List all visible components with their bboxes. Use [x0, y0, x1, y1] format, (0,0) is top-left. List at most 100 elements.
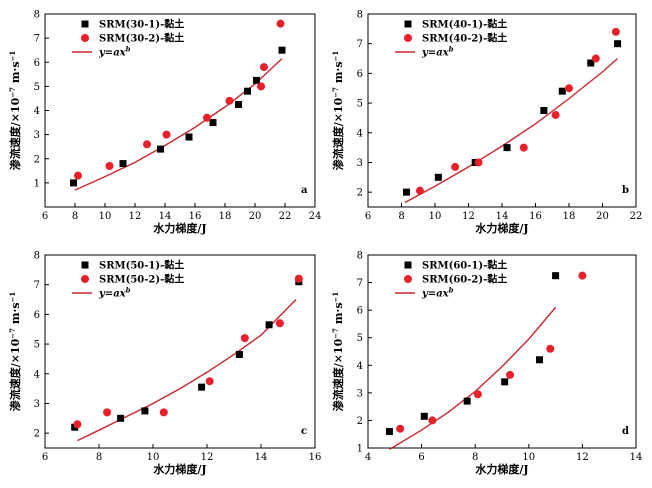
data-point-square [119, 160, 127, 168]
x-tick-label: 24 [309, 211, 322, 222]
y-tick-label: 7 [34, 34, 40, 45]
y-tick-label: 8 [357, 251, 363, 262]
x-tick-label: 12 [462, 211, 475, 222]
fit-curve [74, 58, 283, 191]
data-point-circle [546, 344, 555, 353]
x-tick-label: 10 [147, 452, 160, 463]
x-tick-label: 12 [201, 452, 214, 463]
legend-marker-square [404, 20, 412, 28]
data-point-square [235, 100, 242, 108]
y-tick-label: 2 [34, 429, 40, 440]
data-point-square [503, 144, 511, 152]
y-tick-label: 1 [34, 178, 40, 189]
data-point-circle [103, 408, 112, 417]
y-tick-label: 8 [34, 251, 40, 262]
plot-frame [44, 254, 316, 449]
data-point-circle [451, 162, 460, 171]
y-tick-label: 7 [34, 280, 40, 291]
data-point-circle [159, 408, 168, 417]
fit-curve [404, 58, 619, 204]
data-point-square [385, 427, 393, 435]
y-tick-label: 6 [34, 310, 40, 321]
data-point-square [265, 321, 273, 329]
y-axis-label: 渗流速度/×10−7 m·s−1 [331, 51, 346, 171]
data-point-circle [428, 416, 437, 425]
y-tick-label: 5 [357, 99, 363, 110]
legend-entry-label: SRM(50-2)-黏土 [99, 273, 184, 286]
y-tick-label: 3 [34, 130, 40, 141]
fit-curve [389, 306, 557, 450]
x-tick-label: 6 [418, 452, 424, 463]
x-axis-label: 水力梯度/J [153, 462, 206, 476]
data-point-circle [275, 319, 284, 328]
plot-frame [367, 254, 637, 449]
x-tick-label: 22 [630, 211, 643, 222]
y-axis-label: 渗流速度/×10−7 m·s−1 [8, 51, 23, 171]
x-tick-label: 12 [576, 452, 589, 463]
legend-entry-label: y=axb [98, 44, 131, 59]
x-axis-label: 水力梯度/J [475, 221, 528, 235]
x-tick-label: 10 [522, 452, 535, 463]
data-point-square [71, 423, 79, 431]
x-tick-label: 4 [365, 452, 371, 463]
chart-panel-b: 6 8 10 12 14 16 18 20 222345678水力梯度/J渗流速度/×10−7 … [331, 10, 643, 236]
legend-marker-circle [81, 34, 89, 42]
legend-entry-label: y=axb [98, 285, 131, 300]
x-tick-label: 18 [219, 211, 232, 222]
x-tick-label: 10 [99, 211, 112, 222]
x-tick-label: 22 [279, 211, 292, 222]
legend-marker-square [81, 20, 89, 28]
x-tick-label: 8 [72, 211, 78, 222]
data-point-square [235, 350, 243, 358]
data-point-square [587, 59, 595, 67]
data-point-circle [105, 161, 114, 170]
data-point-square [209, 119, 217, 127]
x-tick-label: 20 [249, 211, 262, 222]
legend-entry-label: SRM(50-1)-黏土 [99, 259, 184, 272]
legend-entry-label: SRM(40-2)-黏土 [422, 32, 507, 45]
y-tick-label: 6 [357, 306, 363, 317]
x-tick-label: 8 [472, 452, 478, 463]
data-point-circle [519, 143, 528, 152]
y-tick-label: 2 [357, 188, 363, 199]
data-point-circle [415, 186, 424, 195]
data-point-square [198, 383, 206, 391]
x-axis-label: 水力梯度/J [153, 221, 206, 235]
data-point-square [540, 107, 548, 114]
x-tick-label: 16 [529, 211, 542, 222]
x-tick-label: 12 [129, 211, 142, 222]
x-tick-label: 6 [42, 211, 48, 222]
data-point-circle [162, 130, 171, 139]
legend-entry-label: SRM(60-2)-黏土 [422, 273, 507, 286]
data-point-circle [203, 113, 211, 122]
y-tick-label: 8 [357, 10, 363, 21]
legend-marker-circle [404, 34, 412, 42]
y-tick-label: 3 [357, 158, 363, 169]
data-point-circle [143, 140, 151, 149]
data-point-circle [73, 420, 82, 429]
legend-entry-label: y=axb [421, 285, 454, 300]
data-point-square [185, 133, 193, 141]
y-tick-label: 7 [357, 278, 363, 289]
data-point-square [614, 40, 622, 48]
data-point-circle [74, 171, 82, 180]
data-point-square [501, 378, 509, 386]
y-tick-label: 4 [357, 361, 363, 372]
fit-curve [77, 299, 297, 442]
y-tick-label: 2 [34, 154, 40, 165]
y-tick-label: 6 [357, 69, 363, 80]
legend-entry-label: SRM(30-1)-黏土 [99, 18, 184, 31]
data-point-square [278, 46, 286, 54]
data-point-circle [257, 82, 265, 91]
x-tick-label: 16 [309, 452, 322, 463]
legend-entry-label: SRM(40-1)-黏土 [422, 18, 507, 31]
legend-entry-label: SRM(60-1)-黏土 [422, 259, 507, 272]
x-axis-label: 水力梯度/J [475, 462, 528, 476]
x-tick-label: 6 [42, 452, 48, 463]
legend-marker-square [81, 261, 89, 269]
chart-panel-a: 6 8 10 12 14 16 18 20 22 2412345678水力梯度/J渗流速度/×10… [8, 10, 322, 236]
y-tick-label: 7 [357, 39, 363, 50]
data-point-circle [474, 158, 483, 167]
